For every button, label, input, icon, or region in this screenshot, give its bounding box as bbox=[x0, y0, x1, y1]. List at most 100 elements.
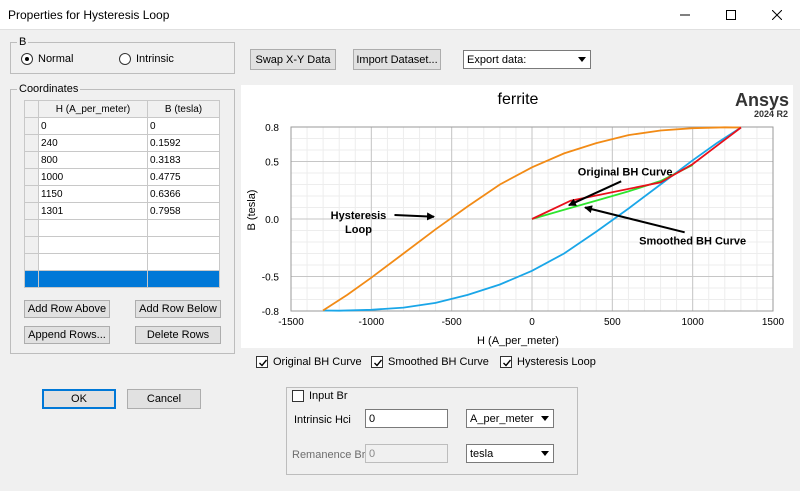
annotation-original-bh: Original BH Curve bbox=[578, 166, 673, 178]
export-data-select[interactable]: Export data: bbox=[463, 50, 591, 69]
add-row-above-button[interactable]: Add Row Above bbox=[24, 300, 110, 318]
table-row[interactable]: 1000 0.4775 bbox=[24, 168, 220, 186]
hci-unit-select[interactable]: A_per_meter bbox=[466, 409, 554, 428]
row-header[interactable] bbox=[24, 253, 39, 271]
table-row[interactable]: 240 0.1592 bbox=[24, 134, 220, 152]
original-bh-toggle[interactable]: Original BH Curve bbox=[256, 356, 362, 368]
cell-b[interactable] bbox=[147, 253, 220, 271]
br-unit-value: tesla bbox=[470, 447, 494, 460]
cell-h[interactable]: 1150 bbox=[38, 185, 148, 203]
cell-h[interactable] bbox=[38, 236, 148, 254]
cell-h[interactable]: 1000 bbox=[38, 168, 148, 186]
annotation-hysteresis-loop: Hysteresis bbox=[331, 210, 387, 222]
cell-h[interactable]: 800 bbox=[38, 151, 148, 169]
table-row[interactable] bbox=[24, 236, 220, 254]
x-axis-label: H (A_per_meter) bbox=[477, 335, 559, 347]
x-tick-label: 500 bbox=[604, 317, 621, 328]
cell-b[interactable] bbox=[147, 219, 220, 237]
smoothed-bh-label: Smoothed BH Curve bbox=[388, 356, 489, 368]
check-icon bbox=[259, 359, 268, 367]
row-header[interactable] bbox=[24, 151, 39, 169]
y-tick-label: 0.5 bbox=[265, 158, 279, 169]
check-icon bbox=[374, 359, 383, 367]
b-group-label: B bbox=[17, 36, 29, 48]
checkbox-input-br[interactable] bbox=[292, 390, 304, 402]
table-row[interactable]: 1150 0.6366 bbox=[24, 185, 220, 203]
table-row[interactable]: 1301 0.7958 bbox=[24, 202, 220, 220]
checkbox-original[interactable] bbox=[256, 356, 268, 368]
radio-intrinsic-label: Intrinsic bbox=[136, 53, 174, 65]
cell-h[interactable]: 0 bbox=[38, 117, 148, 135]
table-row[interactable]: 800 0.3183 bbox=[24, 151, 220, 169]
radio-normal-dot[interactable] bbox=[21, 53, 33, 65]
row-header[interactable] bbox=[24, 236, 39, 254]
table-row[interactable] bbox=[24, 219, 220, 237]
radio-intrinsic[interactable]: Intrinsic bbox=[119, 53, 174, 65]
chevron-down-icon bbox=[541, 451, 549, 456]
cell-h[interactable]: 1301 bbox=[38, 202, 148, 220]
smoothed-bh-toggle[interactable]: Smoothed BH Curve bbox=[371, 356, 489, 368]
x-tick-label: 1000 bbox=[682, 317, 705, 328]
ok-button[interactable]: OK bbox=[42, 389, 116, 409]
coordinates-label: Coordinates bbox=[17, 83, 81, 95]
row-header[interactable] bbox=[24, 168, 39, 186]
remanence-br-label: Remanence Br bbox=[292, 449, 366, 461]
table-row[interactable] bbox=[24, 270, 220, 288]
row-header[interactable] bbox=[24, 185, 39, 203]
cell-h[interactable] bbox=[38, 270, 148, 288]
cell-h[interactable] bbox=[38, 253, 148, 271]
cell-b[interactable] bbox=[147, 270, 220, 288]
cell-b[interactable]: 0 bbox=[147, 117, 220, 135]
cell-b[interactable] bbox=[147, 236, 220, 254]
cell-b[interactable]: 0.4775 bbox=[147, 168, 220, 186]
column-header-h[interactable]: H (A_per_meter) bbox=[38, 100, 148, 118]
x-tick-label: -1500 bbox=[278, 317, 304, 328]
radio-normal-label: Normal bbox=[38, 53, 74, 65]
add-row-below-button[interactable]: Add Row Below bbox=[135, 300, 221, 318]
checkbox-hysteresis[interactable] bbox=[500, 356, 512, 368]
row-header[interactable] bbox=[24, 117, 39, 135]
x-tick-label: 0 bbox=[529, 317, 535, 328]
input-br-toggle[interactable]: Input Br bbox=[292, 390, 351, 402]
row-header[interactable] bbox=[24, 270, 39, 288]
radio-normal[interactable]: Normal bbox=[21, 53, 73, 65]
cell-b[interactable]: 0.1592 bbox=[147, 134, 220, 152]
remanence-br-input: 0 bbox=[365, 444, 448, 463]
maximize-button[interactable] bbox=[708, 0, 754, 30]
table-row[interactable] bbox=[24, 253, 220, 271]
row-header[interactable] bbox=[24, 202, 39, 220]
checkbox-smoothed[interactable] bbox=[371, 356, 383, 368]
y-tick-label: 0.0 bbox=[265, 215, 279, 226]
column-header-b[interactable]: B (tesla) bbox=[147, 100, 220, 118]
br-unit-select[interactable]: tesla bbox=[466, 444, 554, 463]
hysteresis-loop-label: Hysteresis Loop bbox=[517, 356, 596, 368]
maximize-icon bbox=[726, 10, 736, 20]
cell-b[interactable]: 0.3183 bbox=[147, 151, 220, 169]
delete-rows-button[interactable]: Delete Rows bbox=[135, 326, 221, 344]
y-tick-label: -0.8 bbox=[262, 307, 280, 318]
annotation-original-bh-arrow bbox=[568, 180, 622, 207]
chart-title: ferrite bbox=[498, 91, 539, 108]
cancel-button[interactable]: Cancel bbox=[127, 389, 201, 409]
series-original-bh bbox=[531, 126, 742, 220]
append-rows-button[interactable]: Append Rows... bbox=[24, 326, 110, 344]
intrinsic-hci-input[interactable]: 0 bbox=[365, 409, 448, 428]
ansys-version: 2024 R2 bbox=[754, 109, 788, 119]
row-header[interactable] bbox=[24, 134, 39, 152]
minimize-button[interactable] bbox=[662, 0, 708, 30]
cell-b[interactable]: 0.7958 bbox=[147, 202, 220, 220]
cell-h[interactable] bbox=[38, 219, 148, 237]
hysteresis-loop-toggle[interactable]: Hysteresis Loop bbox=[500, 356, 596, 368]
series-hysteresis-lower bbox=[322, 126, 742, 312]
cell-h[interactable]: 240 bbox=[38, 134, 148, 152]
row-header[interactable] bbox=[24, 219, 39, 237]
chevron-down-icon bbox=[578, 57, 586, 62]
import-dataset-button[interactable]: Import Dataset... bbox=[353, 49, 441, 70]
close-button[interactable] bbox=[754, 0, 800, 30]
radio-intrinsic-dot[interactable] bbox=[119, 53, 131, 65]
bh-chart: ferrite Ansys 2024 R2 -1500 -1000 -500 0 500… bbox=[246, 90, 789, 347]
swap-xy-button[interactable]: Swap X-Y Data bbox=[250, 49, 336, 70]
cell-b[interactable]: 0.6366 bbox=[147, 185, 220, 203]
plot-frame bbox=[290, 126, 774, 312]
